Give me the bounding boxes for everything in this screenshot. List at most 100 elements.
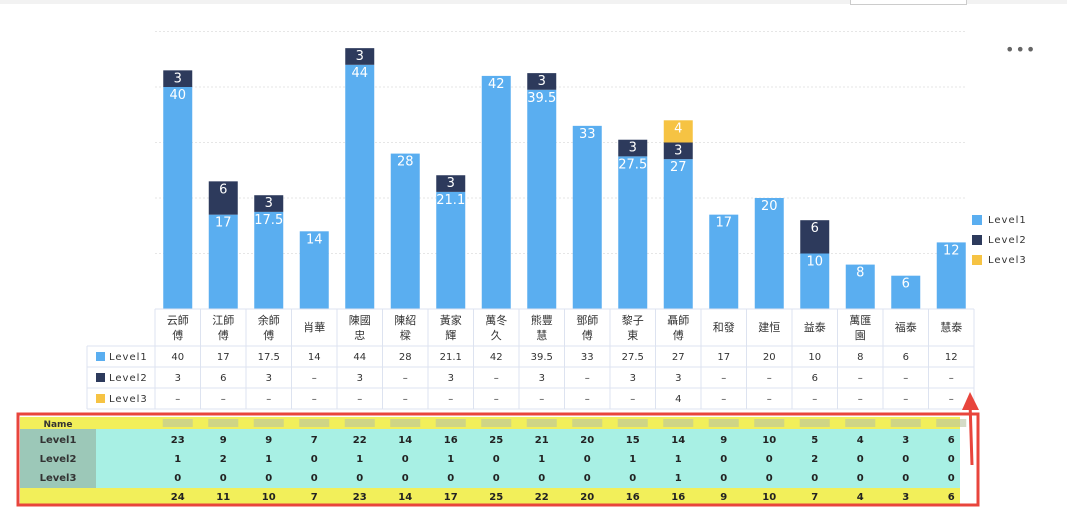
table-cell: –: [858, 373, 863, 384]
x-tick-label: 黎子: [622, 313, 644, 327]
table-cell: –: [539, 394, 544, 405]
data-table-header-cell: [754, 419, 785, 427]
legend-swatch-level1: [972, 215, 982, 225]
more-options-icon[interactable]: •••: [1005, 40, 1037, 59]
table-swatch-level3: [96, 394, 105, 403]
data-table-total-cell: 16: [671, 492, 685, 503]
data-table-cell: 9: [220, 435, 227, 446]
table-cell: 39.5: [531, 352, 553, 363]
bar-label: 33: [579, 127, 596, 142]
bar-level1: [208, 214, 238, 309]
data-table-header-label: Name: [43, 420, 72, 430]
data-table-cell: 0: [948, 454, 955, 465]
data-table-cell: 7: [311, 435, 318, 446]
table-cell: 10: [808, 352, 821, 363]
data-table-cell: 0: [402, 454, 409, 465]
data-table-cell: 6: [948, 435, 955, 446]
bar-label: 20: [761, 199, 778, 214]
data-table-cell: 14: [671, 435, 685, 446]
data-table-header-cell: [799, 419, 830, 427]
data-table-cell: 0: [948, 473, 955, 484]
data-table-cell: 25: [489, 435, 503, 446]
bar-label: 10: [806, 255, 823, 270]
legend-item-level1[interactable]: Level1: [972, 210, 1027, 230]
x-tick-label: 陳國: [349, 314, 371, 327]
table-cell: 28: [399, 352, 412, 363]
bar-level1: [299, 231, 329, 309]
data-table-cell: 0: [766, 473, 773, 484]
data-table-cell: 3: [902, 435, 909, 446]
table-cell: –: [494, 373, 499, 384]
bar-level2: [527, 73, 557, 90]
data-table-total-cell: 17: [444, 492, 458, 503]
data-table-header-cell: [390, 419, 421, 427]
data-table-label-col: [20, 429, 96, 488]
bar-level1: [891, 275, 921, 309]
annotation-arrowhead: [962, 392, 979, 410]
data-table-cell: 0: [857, 454, 864, 465]
data-table-cell: 0: [720, 454, 727, 465]
table-cell: 27: [672, 352, 685, 363]
data-table-cell: 0: [220, 473, 227, 484]
x-tick-label: 傅: [172, 328, 183, 342]
top-control[interactable]: [850, 0, 967, 5]
table-cell: –: [767, 373, 772, 384]
data-table-total-cell: 25: [489, 492, 503, 503]
bar-level1: [572, 125, 602, 309]
legend-item-level2[interactable]: Level2: [972, 230, 1027, 250]
data-table-cell: 1: [174, 454, 181, 465]
data-table-cell: 22: [353, 435, 367, 446]
table-cell: –: [175, 394, 180, 405]
data-table-cell: 0: [857, 473, 864, 484]
bar-level2: [436, 175, 466, 192]
table-cell: –: [585, 394, 590, 405]
bar-label: 27.5: [618, 157, 647, 172]
table-swatch-level2: [96, 373, 105, 382]
table-cell: 6: [812, 373, 818, 384]
table-cell: –: [357, 394, 362, 405]
data-table-header-cell: [845, 419, 876, 427]
x-tick-label: 久: [491, 329, 502, 342]
data-table-total-cell: 9: [720, 492, 727, 503]
data-table-cell: 0: [493, 473, 500, 484]
data-table-body-bg: [20, 429, 960, 488]
x-tick-label: 輝: [445, 329, 456, 342]
bar-label: 6: [902, 277, 910, 292]
table-cell: 21.1: [440, 352, 462, 363]
table-cell: –: [312, 394, 317, 405]
data-table-total-cell: 4: [857, 492, 864, 503]
table-cell: –: [585, 373, 590, 384]
table-cell: –: [767, 394, 772, 405]
data-table-row-label: Level3: [40, 473, 77, 484]
data-table-total-cell: 20: [580, 492, 594, 503]
x-tick-label: 忠: [354, 329, 365, 342]
data-table-total-cell: 23: [353, 492, 367, 503]
bar-label: 3: [447, 176, 455, 191]
data-table-cell: 0: [720, 473, 727, 484]
table-row-label: Level2: [109, 373, 148, 384]
legend-label-level1: Level1: [988, 214, 1027, 226]
legend-item-level3[interactable]: Level3: [972, 250, 1027, 270]
data-table-cell: 9: [720, 435, 727, 446]
bar-label: 3: [674, 144, 682, 159]
data-table-cell: 1: [356, 454, 363, 465]
data-table-total-cell: 10: [262, 492, 276, 503]
bar-label: 8: [856, 266, 864, 281]
data-table-total-cell: 24: [171, 492, 185, 503]
data-table-cell: 0: [402, 473, 409, 484]
data-table-cell: 10: [762, 435, 776, 446]
bar-level1: [709, 214, 739, 309]
table-cell: 14: [308, 352, 321, 363]
bar-level1: [527, 89, 557, 310]
bar-label: 3: [265, 196, 273, 211]
data-table-cell: 2: [811, 454, 818, 465]
bar-label: 14: [306, 232, 323, 247]
data-table-cell: 1: [265, 454, 272, 465]
table-cell: 20: [763, 352, 776, 363]
table-cell: 3: [630, 373, 636, 384]
bar-label: 6: [219, 182, 227, 197]
annotation-box: [16, 412, 980, 507]
data-table-cell: 0: [311, 473, 318, 484]
table-cell: –: [630, 394, 635, 405]
x-tick-label: 傅: [263, 328, 274, 342]
